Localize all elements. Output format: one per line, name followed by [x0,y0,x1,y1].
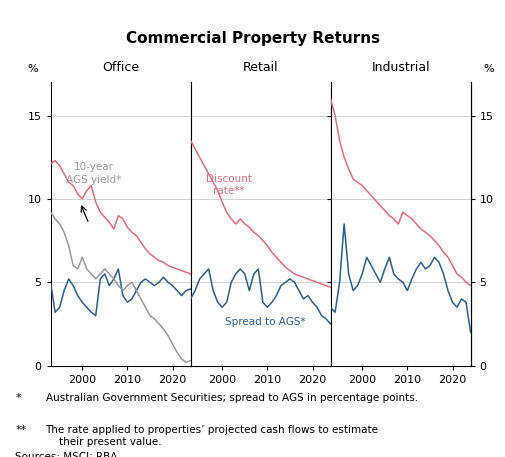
Text: Discount
rate**: Discount rate** [206,174,251,197]
Text: Commercial Property Returns: Commercial Property Returns [126,31,379,46]
Text: %: % [27,64,38,74]
Text: The rate applied to properties’ projected cash flows to estimate
    their prese: The rate applied to properties’ projecte… [45,425,378,446]
Text: 10-year
AGS yield*: 10-year AGS yield* [66,162,121,185]
Text: Office: Office [102,61,139,74]
Text: *: * [15,393,21,403]
Text: Australian Government Securities; spread to AGS in percentage points.: Australian Government Securities; spread… [45,393,417,403]
Text: Retail: Retail [242,61,278,74]
Text: %: % [482,64,493,74]
Text: Industrial: Industrial [371,61,429,74]
Text: Spread to AGS*: Spread to AGS* [224,317,305,327]
Text: **: ** [15,425,26,435]
Text: Sources: MSCI; RBA: Sources: MSCI; RBA [15,452,117,457]
